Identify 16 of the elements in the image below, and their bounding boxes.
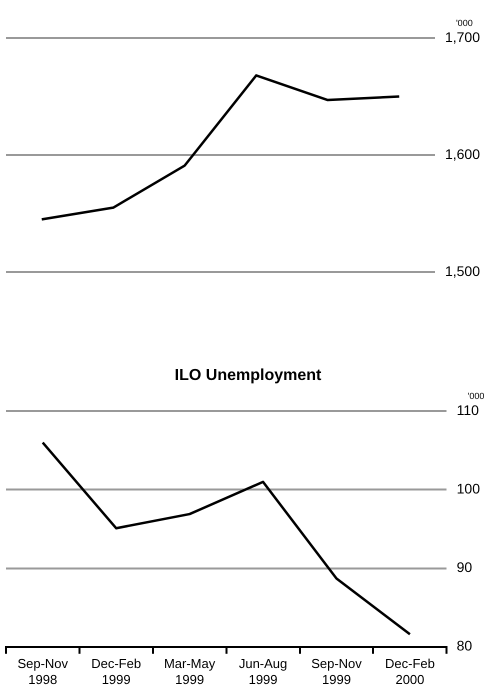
x-tick-label: Dec-Feb 2000 bbox=[384, 656, 435, 687]
y-tick-label: 1,600 bbox=[444, 146, 480, 162]
y-tick-label: 100 bbox=[456, 480, 480, 497]
x-tick-label: Dec-Feb 1999 bbox=[91, 656, 142, 687]
chart-title: ILO Unemployment bbox=[174, 367, 322, 384]
x-tick-label: Jun-Aug 1999 bbox=[238, 656, 288, 687]
x-tick-label: Sep-Nov 1999 bbox=[311, 656, 362, 687]
y-tick-label: 1,700 bbox=[444, 28, 480, 45]
y-axis-title: '000 bbox=[456, 18, 473, 28]
x-tick-label: Sep-Nov 1998 bbox=[17, 656, 69, 687]
y-tick-label: 110 bbox=[456, 402, 480, 418]
y-tick-label: 80 bbox=[456, 638, 472, 654]
x-tick-label: Mar-May 1999 bbox=[164, 656, 216, 687]
y-tick-label: 90 bbox=[456, 559, 472, 576]
y-tick-label: 1,500 bbox=[444, 262, 480, 279]
y-axis-title: '000 bbox=[468, 391, 484, 402]
